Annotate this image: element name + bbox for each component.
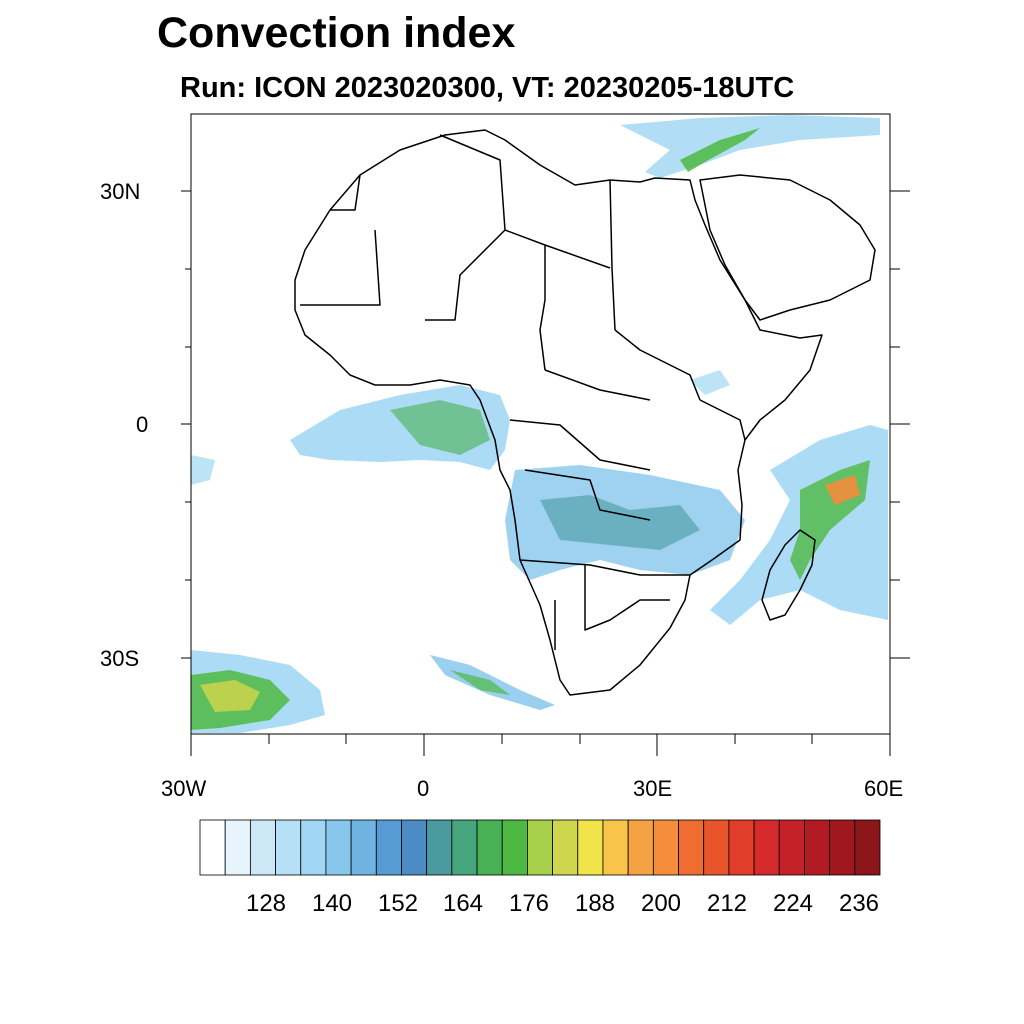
colorbar-box [476, 819, 503, 876]
convection-area-mediterranean [620, 115, 880, 178]
colorbar-label-200: 200 [640, 890, 682, 917]
convection-field [191, 115, 888, 733]
colorbar-box [451, 819, 478, 876]
lat-ticks [181, 190, 910, 659]
colorbar [199, 819, 881, 876]
madagascar-coastline [761, 529, 816, 621]
colorbar-box [728, 819, 755, 876]
lon-label-60e: 60E [864, 776, 904, 801]
africa-coastline [294, 129, 823, 696]
colorbar-box [401, 819, 428, 876]
chart-subtitle: Run: ICON 2023020300, VT: 20230205-18UTC [180, 72, 795, 104]
colorbar-label-236: 236 [838, 890, 880, 917]
coastlines-and-borders [294, 129, 876, 696]
colorbar-box [703, 819, 730, 876]
colorbar-label-212: 212 [706, 890, 748, 917]
colorbar-box [652, 819, 679, 876]
convection-core-southern-africa [540, 495, 700, 550]
colorbar-box [577, 819, 604, 876]
convection-core-mediterranean [680, 128, 760, 172]
convection-core-south-atlantic [450, 670, 510, 695]
colorbar-box [552, 819, 579, 876]
convection-peak-madagascar [825, 475, 860, 505]
colorbar-label-188: 188 [574, 890, 616, 917]
map-frame [190, 113, 891, 735]
lon-ticks [190, 734, 891, 756]
colorbar-box [627, 819, 654, 876]
colorbar-box [426, 819, 453, 876]
chart-title: Convection index [157, 9, 516, 57]
colorbar-box [778, 819, 805, 876]
convection-patch-west-atlantic [191, 455, 215, 485]
colorbar-box [375, 819, 402, 876]
colorbar-label-152: 152 [377, 890, 419, 917]
colorbar-label-224: 224 [772, 890, 814, 917]
colorbar-box [829, 819, 856, 876]
colorbar-box [753, 819, 780, 876]
lat-label-30n: 30N [100, 179, 141, 204]
colorbar-box [224, 819, 251, 876]
colorbar-box [325, 819, 352, 876]
colorbar-label-128: 128 [245, 890, 287, 917]
colorbar-box [300, 819, 327, 876]
lat-label-30s: 30S [100, 646, 140, 671]
colorbar-label-164: 164 [442, 890, 484, 917]
colorbar-label-176: 176 [508, 890, 550, 917]
lon-label-30e: 30E [633, 776, 673, 801]
country-borders [300, 134, 746, 650]
lon-label-0: 0 [417, 776, 430, 801]
convection-patch-east-africa [690, 370, 730, 395]
colorbar-box [602, 819, 629, 876]
colorbar-box [199, 819, 226, 876]
convection-core-gulf-of-guinea [390, 400, 490, 455]
colorbar-label-140: 140 [311, 890, 353, 917]
colorbar-box [275, 819, 302, 876]
convection-peak-southwest-ocean [200, 680, 260, 712]
colorbar-box [501, 819, 528, 876]
arabia-coastline [699, 174, 876, 321]
colorbar-box [527, 819, 553, 876]
colorbar-box [249, 819, 276, 876]
colorbar-box [804, 819, 831, 876]
colorbar-box [350, 819, 377, 876]
lon-label-30w: 30W [161, 776, 207, 801]
colorbar-box [854, 819, 881, 876]
colorbar-box [678, 819, 705, 876]
lat-label-0: 0 [136, 412, 149, 437]
